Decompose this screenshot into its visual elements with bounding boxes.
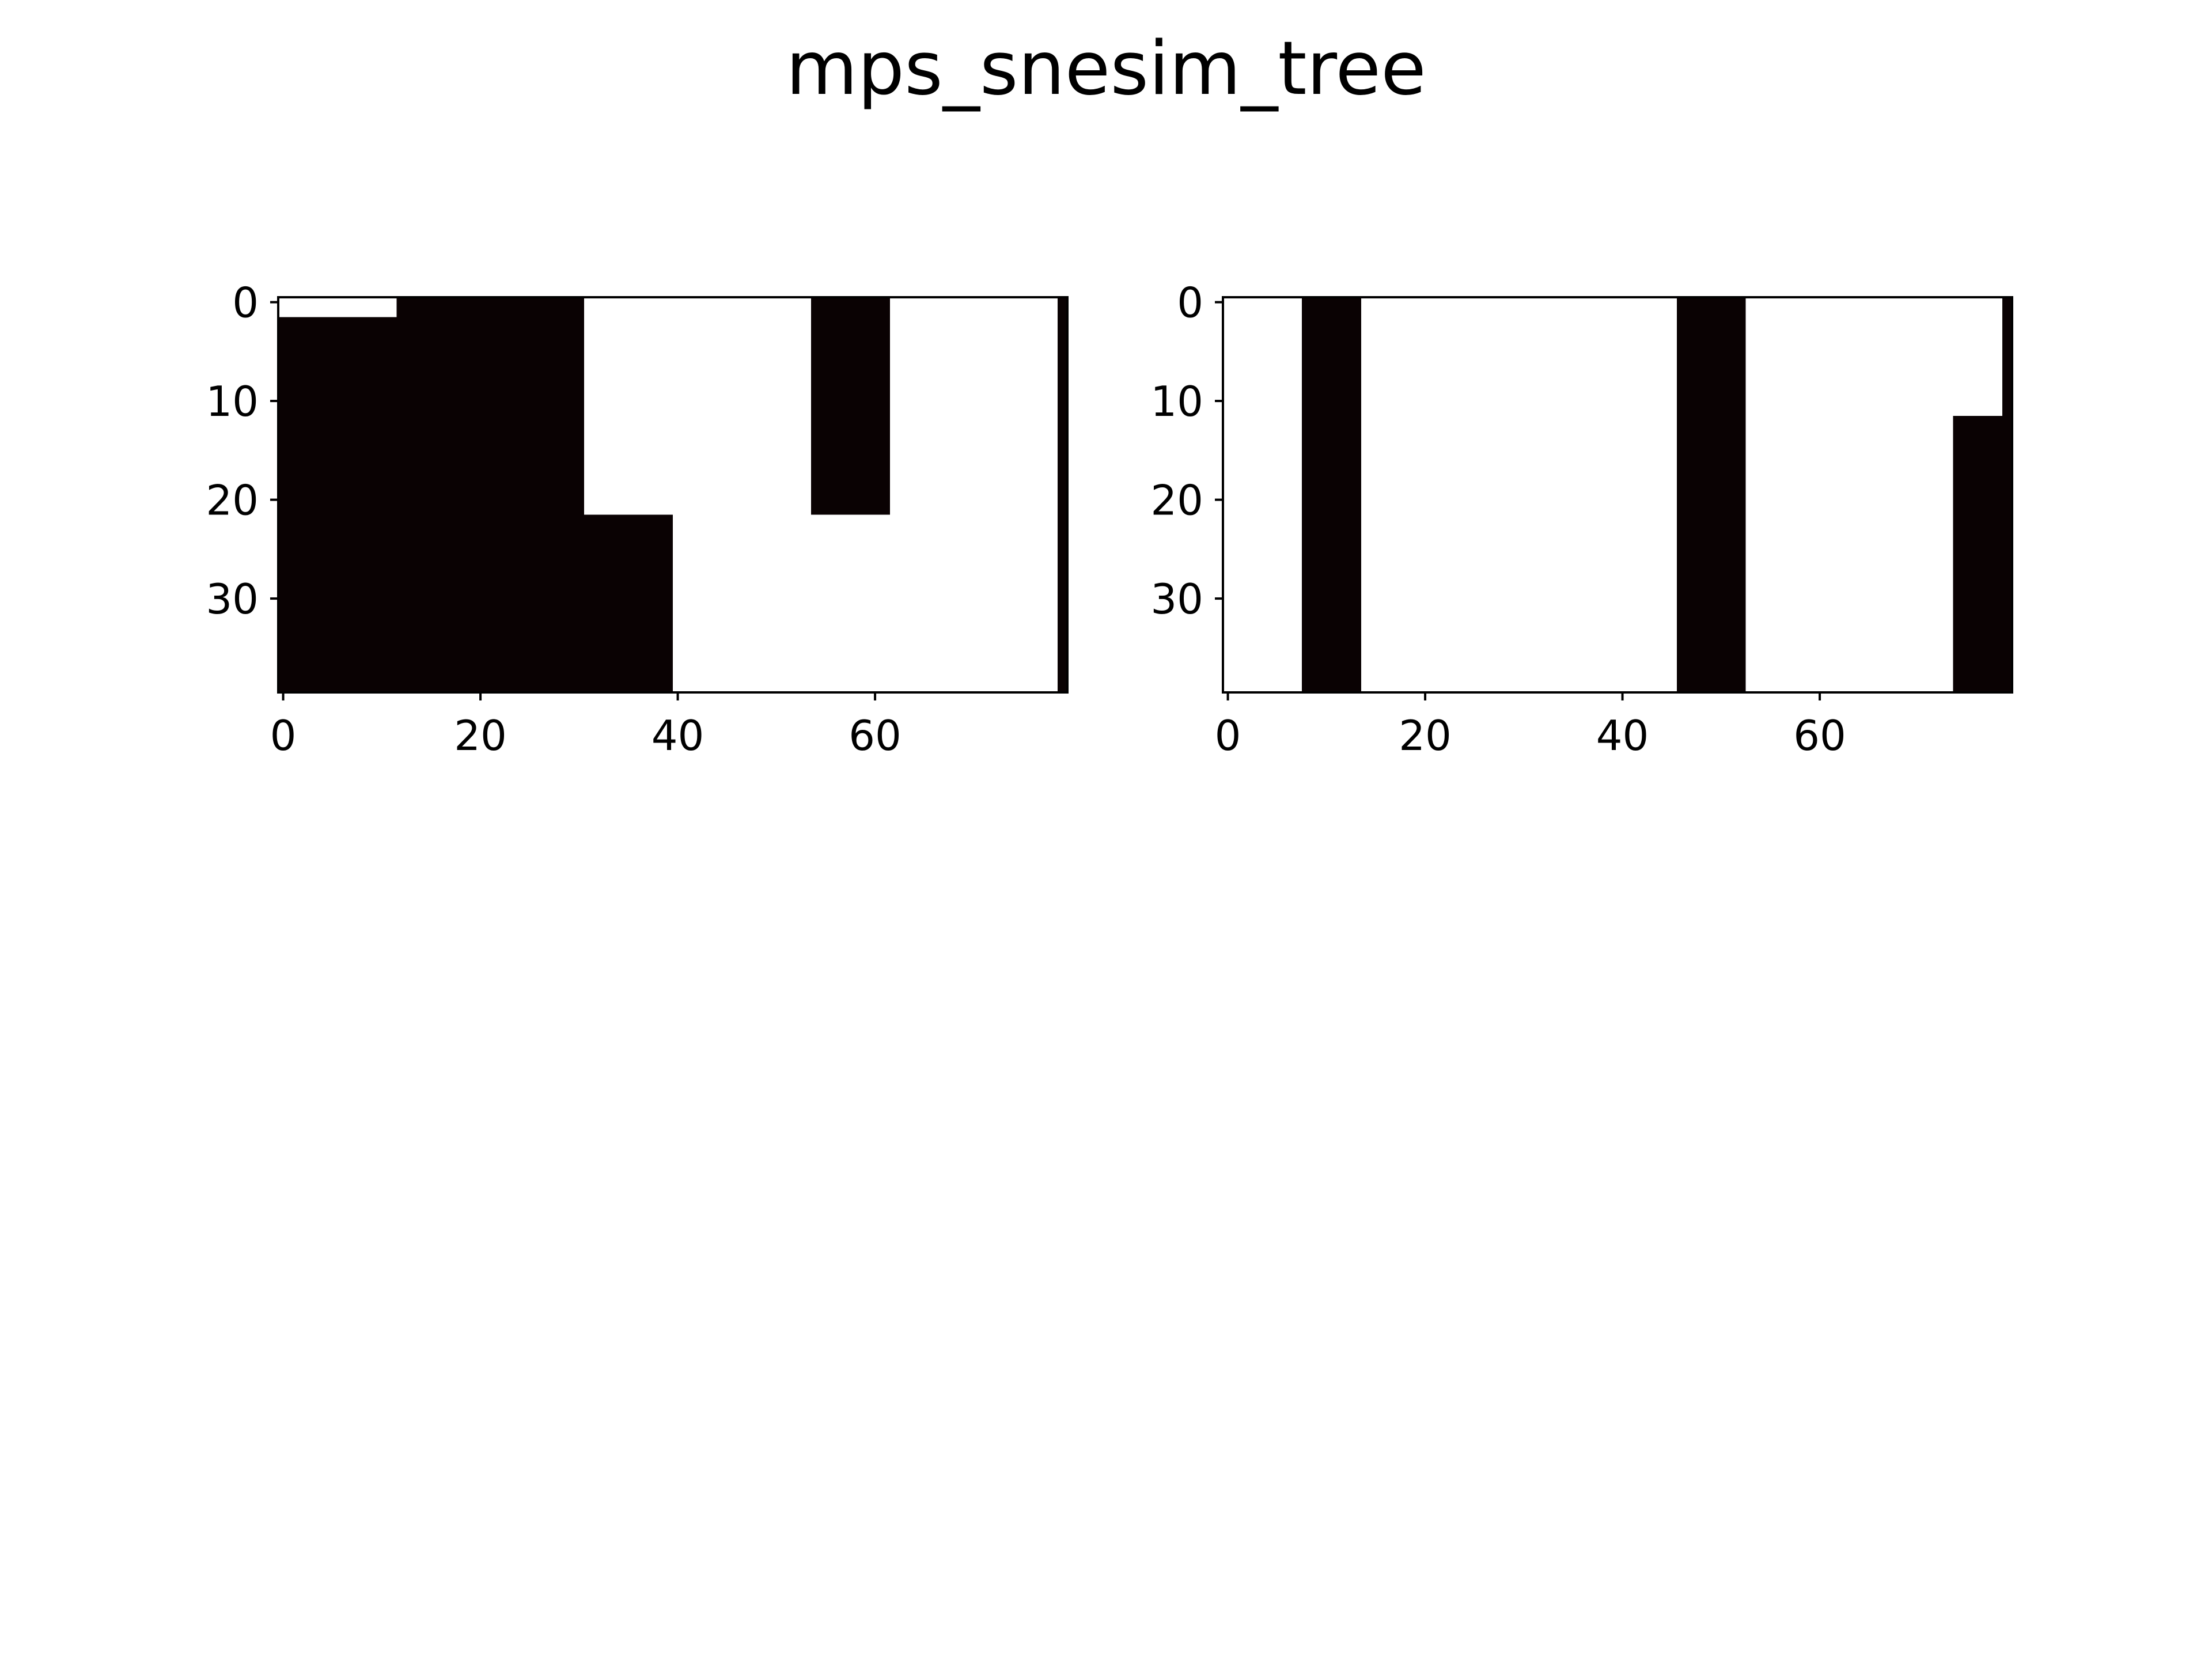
- heatmap-cell-block: [1933, 297, 2002, 416]
- y-tick-label: 30: [1150, 575, 1203, 623]
- y-tick-label: 20: [206, 476, 259, 525]
- y-tick-label: 0: [1177, 279, 1203, 327]
- x-tick-label: 20: [1399, 711, 1452, 760]
- panel-right: 0 20 40 60 0 10 20 30: [1150, 279, 2012, 760]
- y-tick-label: 0: [232, 279, 259, 327]
- heatmap-cell-block: [1746, 297, 1953, 692]
- x-tick-label: 0: [1215, 711, 1241, 760]
- x-tick-label: 60: [849, 711, 902, 760]
- x-tick-label: 40: [1596, 711, 1649, 760]
- x-tick-label: 60: [1793, 711, 1846, 760]
- heatmap-cell-block: [278, 297, 397, 317]
- panel-left: 0 20 40 60 0 10 20 30: [206, 279, 1067, 760]
- heatmap-cell-block: [1223, 297, 1302, 692]
- heatmap-cell-block: [890, 297, 1058, 692]
- heatmap-cell-block: [1558, 535, 1637, 692]
- y-tick-label: 30: [206, 575, 259, 623]
- y-tick-label: 10: [1150, 377, 1203, 426]
- x-tick-label: 20: [454, 711, 507, 760]
- heatmap-cell-block: [584, 297, 811, 514]
- y-tick-label: 20: [1150, 476, 1203, 525]
- y-tick-label: 10: [206, 377, 259, 426]
- x-tick-label: 0: [270, 711, 297, 760]
- x-tick-label: 40: [652, 711, 704, 760]
